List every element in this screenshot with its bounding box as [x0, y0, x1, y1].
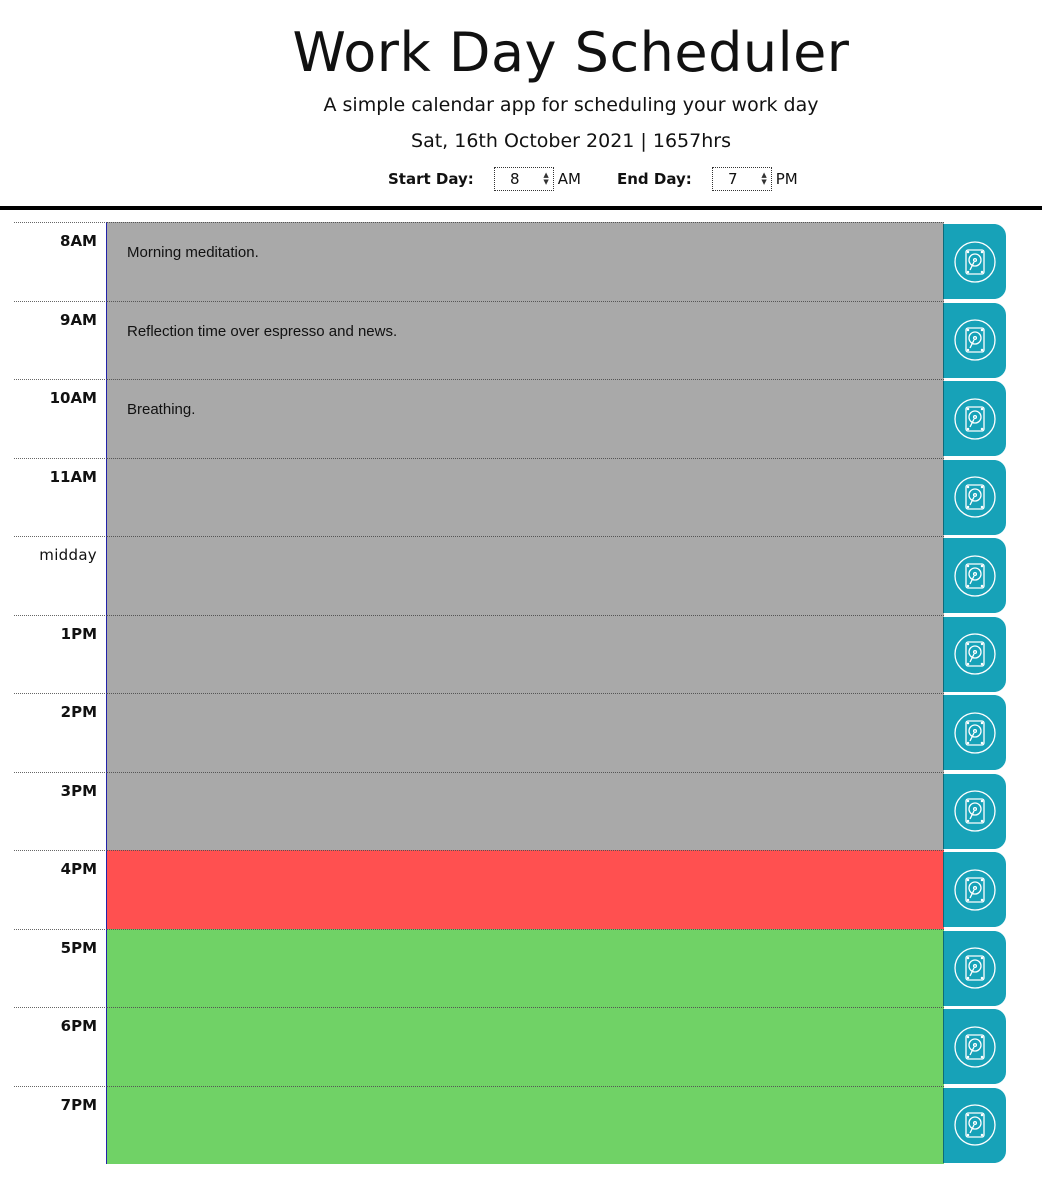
page-subtitle: A simple calendar app for scheduling you… [323, 94, 819, 116]
save-disk-icon [953, 632, 997, 676]
event-textarea[interactable]: Breathing. [107, 379, 944, 458]
save-disk-icon [953, 1025, 997, 1069]
save-disk-icon [953, 946, 997, 990]
start-day-value[interactable]: 8 [510, 170, 520, 188]
hour-label: 4PM [14, 850, 107, 929]
end-day-label: End Day: [616, 170, 692, 188]
schedule-row: 3PM [14, 771, 1006, 850]
schedule-row: midday [14, 536, 1006, 615]
hour-label: 3PM [14, 771, 107, 850]
event-textarea[interactable] [107, 771, 944, 850]
schedule-row: 1PM [14, 614, 1006, 693]
hour-label: 9AM [14, 300, 107, 379]
save-button[interactable] [944, 852, 1006, 927]
schedule-row: 10AM Breathing. [14, 379, 1006, 458]
save-disk-icon [953, 475, 997, 519]
hour-label: 8AM [14, 222, 107, 301]
end-day-value[interactable]: 7 [727, 170, 738, 188]
event-textarea[interactable] [107, 928, 944, 1007]
save-button[interactable] [944, 695, 1006, 770]
save-button[interactable] [944, 302, 1006, 378]
end-day-stepper[interactable]: 7 ▲ ▼ [711, 167, 772, 191]
schedule-row: 6PM [14, 1007, 1006, 1086]
up-down-arrows-icon[interactable]: ▲ ▼ [543, 171, 549, 186]
hour-label: 5PM [14, 928, 107, 1007]
save-button[interactable] [944, 1009, 1006, 1084]
save-button[interactable] [944, 224, 1006, 299]
hour-label: 7PM [14, 1085, 107, 1164]
save-button[interactable] [944, 538, 1006, 613]
save-disk-icon [953, 868, 997, 912]
save-button[interactable] [944, 1087, 1006, 1163]
event-textarea[interactable]: Morning meditation. [107, 222, 944, 301]
event-textarea[interactable]: Reflection time over espresso and news. [107, 300, 944, 379]
save-disk-icon [953, 789, 997, 833]
save-button[interactable] [944, 616, 1006, 692]
up-down-arrows-icon[interactable]: ▲ ▼ [761, 171, 767, 186]
save-disk-icon [953, 711, 997, 755]
save-button[interactable] [944, 773, 1006, 849]
start-day-stepper[interactable]: 8 ▲ ▼ [493, 167, 554, 191]
save-disk-icon [953, 240, 997, 284]
event-textarea[interactable] [107, 536, 944, 615]
save-disk-icon [953, 318, 997, 362]
schedule-row: 5PM [14, 928, 1006, 1007]
schedule-row: 8AM Morning meditation. [14, 222, 1006, 301]
schedule-row: 7PM [14, 1085, 1006, 1164]
hour-label: 10AM [14, 379, 107, 458]
save-disk-icon [953, 1103, 997, 1147]
page-header: Work Day Scheduler A simple calendar app… [0, 0, 1042, 210]
header-divider [0, 206, 1042, 210]
start-day-label: Start Day: [388, 170, 474, 188]
hour-label: 2PM [14, 693, 107, 772]
save-disk-icon [953, 397, 997, 441]
hour-label: midday [14, 536, 107, 615]
end-day-ampm: PM [775, 170, 798, 188]
event-textarea[interactable] [107, 850, 944, 929]
save-button[interactable] [944, 459, 1006, 535]
hour-label: 6PM [14, 1007, 107, 1086]
schedule-row: 9AM Reflection time over espresso and new… [14, 300, 1006, 379]
schedule-row: 2PM [14, 693, 1006, 772]
day-range-controls: Start Day: 8 ▲ ▼ AM End Day: 7 ▲ ▼ PM [388, 166, 798, 192]
hour-label: 11AM [14, 457, 107, 536]
hour-label: 1PM [14, 614, 107, 693]
save-button[interactable] [944, 381, 1006, 456]
schedule-row: 4PM [14, 850, 1006, 929]
event-textarea[interactable] [107, 614, 944, 693]
schedule-rows: 8AM Morning meditation. 9AM Reflection time… [14, 222, 1006, 1164]
save-disk-icon [953, 554, 997, 598]
schedule-row: 11AM [14, 457, 1006, 536]
start-day-ampm: AM [557, 170, 581, 188]
current-datetime: Sat, 16th October 2021 | 1657hrs [411, 130, 731, 152]
save-button[interactable] [944, 930, 1006, 1006]
event-textarea[interactable] [107, 1007, 944, 1086]
event-textarea[interactable] [107, 1085, 944, 1164]
event-textarea[interactable] [107, 457, 944, 536]
page-title: Work Day Scheduler [292, 21, 850, 84]
event-textarea[interactable] [107, 693, 944, 772]
